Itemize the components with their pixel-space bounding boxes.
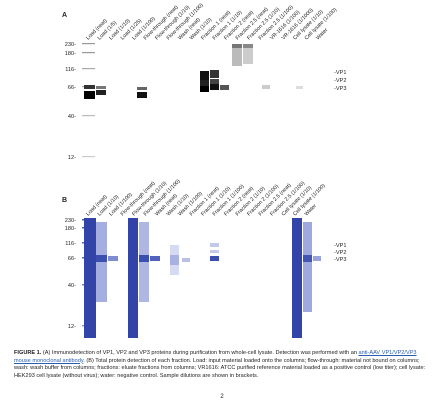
panel-a-letter: A <box>62 12 68 19</box>
band-label-vp2: -VP2 <box>334 250 346 256</box>
marker-66: 66- <box>68 256 76 262</box>
figure-label: FIGURE 1. <box>14 350 42 356</box>
band-label-vp2: -VP2 <box>334 78 346 84</box>
marker-12: 12- <box>68 155 76 161</box>
blot-bands-a <box>84 44 303 99</box>
marker-180: 180- <box>65 51 76 57</box>
band-label-vp3: -VP3 <box>334 257 346 263</box>
caption-text-2: . (B) Total protein detection of each fr… <box>14 357 426 379</box>
marker-116: 116- <box>65 241 76 247</box>
marker-66: 66- <box>68 85 76 91</box>
marker-ladder-a <box>82 43 95 158</box>
page-number: 2 <box>220 394 224 400</box>
marker-180: 180- <box>65 226 76 232</box>
panel-b-letter: B <box>62 197 68 204</box>
band-label-vp3: -VP3 <box>334 86 346 92</box>
antibody-link[interactable]: anti-AAV VP1/VP2/VP3 mouse monoclonal an… <box>14 350 417 364</box>
marker-230: 230- <box>65 218 76 224</box>
marker-116: 116- <box>65 67 76 73</box>
figure-caption: FIGURE 1. (A) Immunodetection of VP1, VP… <box>14 350 430 380</box>
protein-gel-panel-b: Load (neat)Load (1/10)Load (1/100)Flow-t… <box>65 178 346 338</box>
marker-40: 40- <box>68 283 76 289</box>
marker-230: 230- <box>65 42 76 48</box>
gel-bands-b <box>84 218 321 338</box>
band-label-vp1: -VP1 <box>334 243 346 249</box>
marker-12: 12- <box>68 324 76 330</box>
band-label-vp1: -VP1 <box>334 70 346 76</box>
caption-text-1: (A) Immunodetection of VP1, VP2 and VP3 … <box>41 350 359 356</box>
marker-40: 40- <box>68 114 76 120</box>
western-blot-panel-a: Load (neat)Load (1/5)Load (1/10)Load (1/… <box>65 2 347 161</box>
